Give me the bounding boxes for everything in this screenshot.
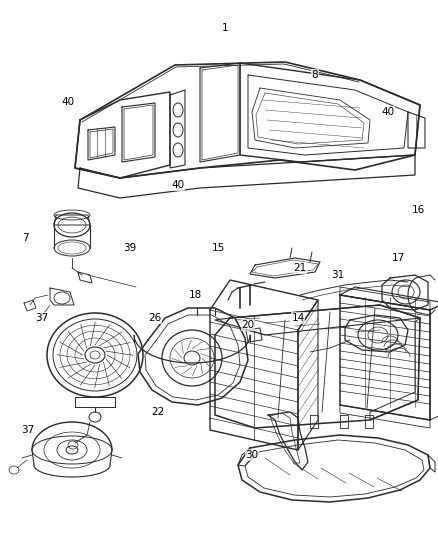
Text: 21: 21: [293, 263, 307, 273]
Text: 37: 37: [21, 425, 35, 435]
Text: 26: 26: [148, 313, 162, 323]
Text: 31: 31: [332, 270, 345, 280]
Text: 17: 17: [392, 253, 405, 263]
Text: 40: 40: [381, 107, 395, 117]
Text: 8: 8: [312, 70, 318, 80]
Text: 30: 30: [245, 450, 258, 460]
Text: 22: 22: [152, 407, 165, 417]
Text: 14: 14: [291, 313, 304, 323]
Text: 39: 39: [124, 243, 137, 253]
Text: 40: 40: [171, 180, 184, 190]
Text: 40: 40: [61, 97, 74, 107]
Text: 16: 16: [411, 205, 424, 215]
Text: 20: 20: [241, 320, 254, 330]
Text: 7: 7: [22, 233, 28, 243]
Text: 37: 37: [35, 313, 49, 323]
Text: 1: 1: [222, 23, 228, 33]
Text: 18: 18: [188, 290, 201, 300]
Text: 15: 15: [212, 243, 225, 253]
